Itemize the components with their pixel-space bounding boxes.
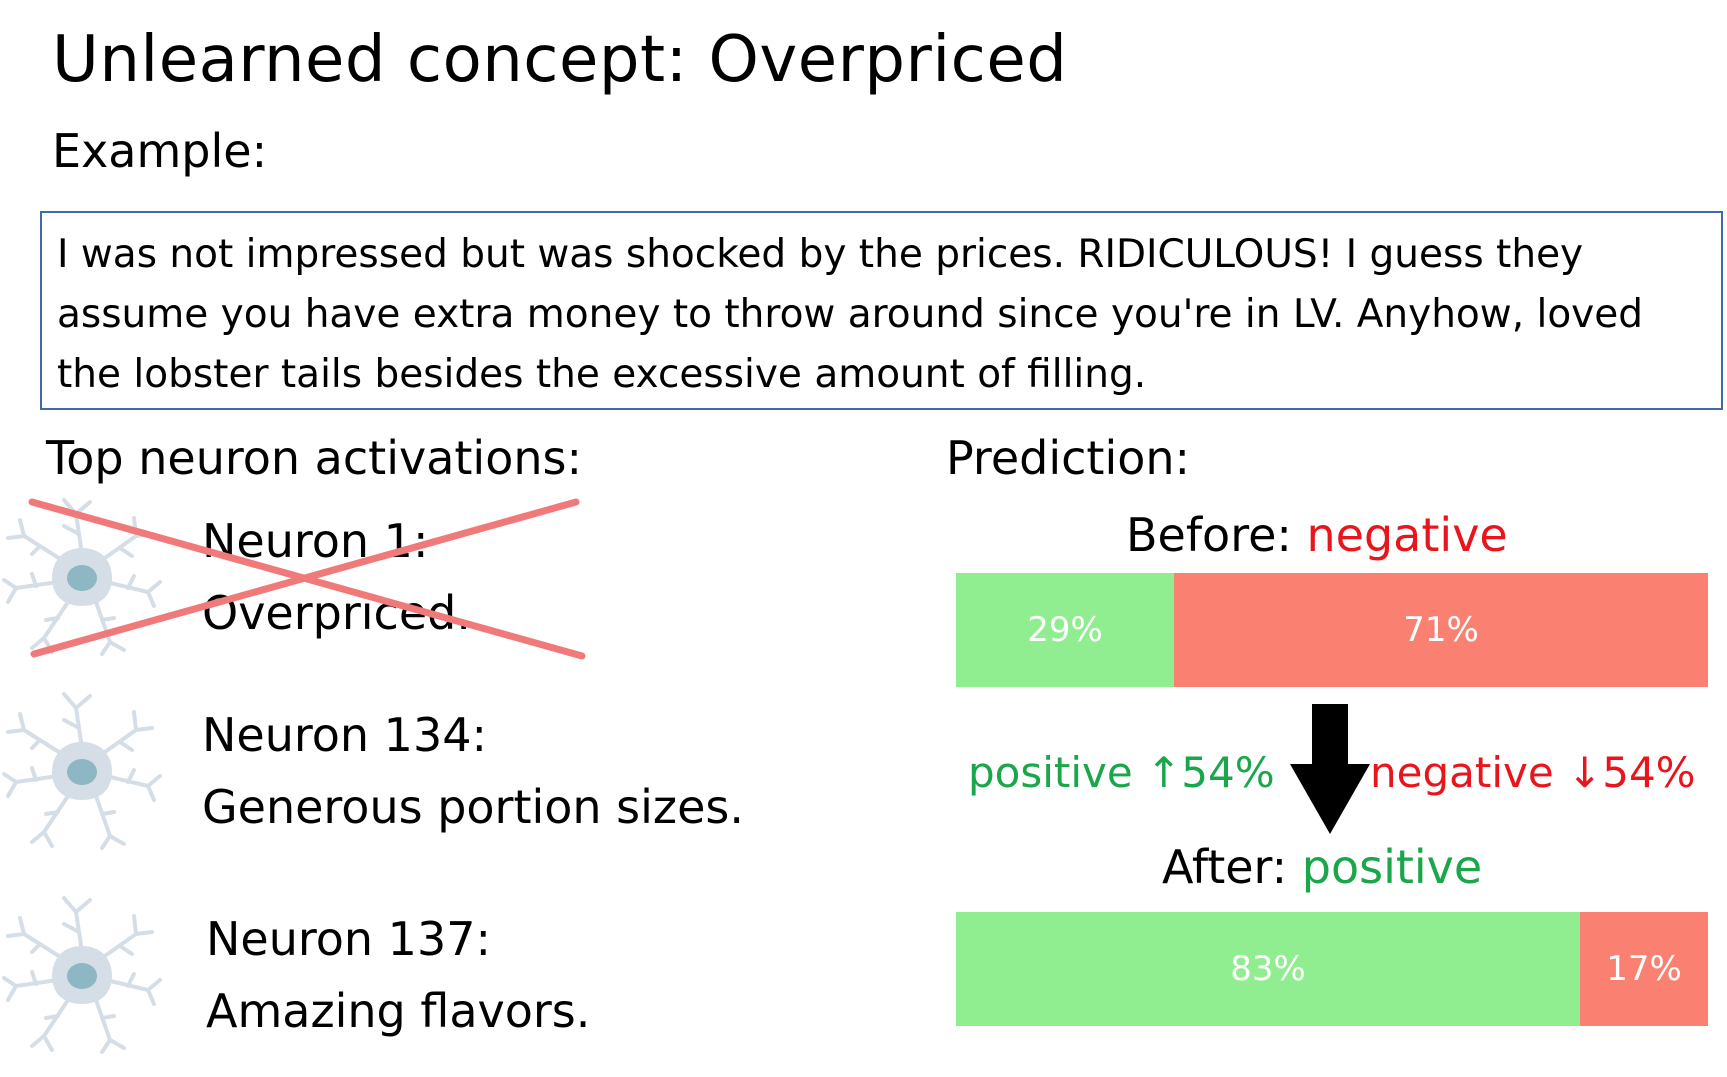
after-status: After: positive: [1162, 844, 1482, 890]
neurons-heading: Top neuron activations:: [46, 431, 582, 485]
example-text-box: I was not impressed but was shocked by t…: [40, 211, 1723, 410]
example-line: assume you have extra money to throw aro…: [57, 292, 1644, 337]
neuron-137-description: Amazing flavors.: [206, 984, 591, 1038]
after-label: After:: [1162, 840, 1288, 894]
before-label: Before:: [1126, 508, 1292, 562]
neuron-134-name: Neuron 134:: [202, 708, 487, 762]
before-positive-segment: 29%: [956, 573, 1175, 687]
after-negative-segment: 17%: [1580, 912, 1708, 1026]
before-value: negative: [1306, 508, 1508, 562]
down-arrow-icon: [1290, 704, 1370, 834]
neuron-1-description: Overpriced.: [202, 586, 471, 640]
neuron-137-name: Neuron 137:: [206, 912, 491, 966]
neuron-1-name: Neuron 1:: [202, 514, 429, 568]
before-probability-bar: 29% 71%: [956, 573, 1708, 687]
example-line: I was not impressed but was shocked by t…: [57, 232, 1584, 277]
before-negative-segment: 71%: [1174, 573, 1708, 687]
example-line: the lobster tails besides the excessive …: [57, 352, 1147, 397]
prediction-heading: Prediction:: [946, 431, 1191, 485]
neuron-icon: [2, 896, 162, 1054]
negative-change-label: negative ↓54%: [1370, 748, 1696, 797]
after-value: positive: [1301, 840, 1483, 894]
after-positive-segment: 83%: [956, 912, 1581, 1026]
page-title: Unlearned concept: Overpriced: [52, 23, 1068, 97]
neuron-134-description: Generous portion sizes.: [202, 780, 744, 834]
before-status: Before: negative: [1126, 512, 1508, 558]
positive-change-label: positive ↑54%: [968, 748, 1275, 797]
neuron-icon: [2, 498, 162, 656]
neuron-icon: [2, 692, 162, 850]
example-label: Example:: [52, 124, 268, 178]
after-probability-bar: 83% 17%: [956, 912, 1708, 1026]
